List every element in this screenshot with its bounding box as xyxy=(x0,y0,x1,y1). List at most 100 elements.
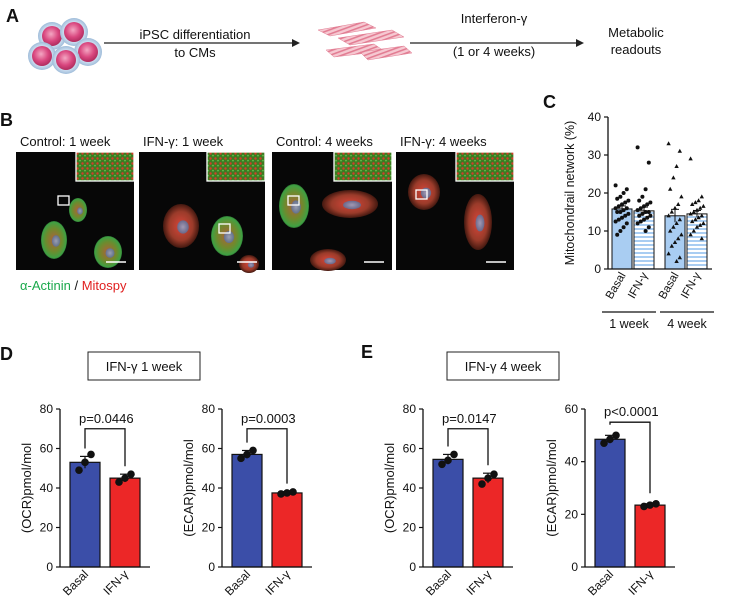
data-point xyxy=(674,259,679,263)
chart-e-ocr: 0 20 40 60 80 (OCR)pmol/mol Basal IFN-γ p=0.0147 xyxy=(382,402,513,598)
step1-label-line2: to CMs xyxy=(174,45,216,60)
data-point xyxy=(666,251,671,256)
data-point xyxy=(668,228,673,233)
significance-bracket xyxy=(246,428,288,484)
data-point xyxy=(693,200,698,205)
title-box-e xyxy=(446,351,560,381)
x-tick-label: Basal xyxy=(222,567,253,598)
x-tick-label: IFN-γ xyxy=(626,270,651,301)
data-point xyxy=(616,217,621,222)
data-point xyxy=(624,206,629,211)
data-point xyxy=(688,211,693,216)
y-tick-label: 20 xyxy=(565,507,579,521)
data-point xyxy=(690,219,695,224)
data-point xyxy=(701,221,706,225)
x-tick-label: IFN-γ xyxy=(100,567,131,598)
data-point xyxy=(621,208,626,213)
data-point xyxy=(666,141,671,146)
data-point xyxy=(669,243,674,248)
bar-ifn xyxy=(634,504,666,568)
cardiomyocytes-illustration xyxy=(317,21,413,61)
data-point xyxy=(637,213,642,218)
data-point xyxy=(640,211,645,216)
data-point xyxy=(237,454,245,463)
data-point xyxy=(679,232,684,237)
data-point xyxy=(694,224,700,229)
step2-label-line1: Interferon-γ xyxy=(461,11,528,26)
data-point xyxy=(249,446,257,455)
roi-box xyxy=(218,223,231,234)
significance-bracket xyxy=(609,421,651,494)
data-point xyxy=(618,229,623,233)
p-value: p=0.0446 xyxy=(79,411,134,426)
chart-e-ecar: 0 20 40 60 (ECAR)pmol/mol Basal IFN-γ p<0.0001 xyxy=(544,402,675,598)
micrograph-4 xyxy=(396,151,515,270)
data-point xyxy=(478,480,486,488)
chart-d-ocr: 0 20 40 60 80 (OCR)pmol/mol Basal IFN-γ p=0.0446 xyxy=(19,402,150,598)
data-point xyxy=(626,198,631,203)
roi-box xyxy=(57,195,70,206)
x-tick-label: Basal xyxy=(604,271,629,302)
data-point xyxy=(289,488,297,496)
bar-basal xyxy=(231,453,263,568)
data-point xyxy=(677,217,682,222)
data-point xyxy=(615,232,620,237)
data-point xyxy=(620,215,624,220)
micrograph-2 xyxy=(139,151,266,273)
data-point xyxy=(690,202,695,206)
data-point xyxy=(613,219,618,224)
data-point xyxy=(691,228,696,233)
y-tick-label: 40 xyxy=(565,455,579,469)
data-point xyxy=(115,478,123,486)
data-point xyxy=(643,229,648,233)
bar-ifn xyxy=(472,477,504,568)
data-point xyxy=(618,210,623,214)
y-tick-label: 10 xyxy=(588,224,602,238)
data-point xyxy=(642,217,646,222)
y-axis-label: (OCR)pmol/mol xyxy=(19,443,34,533)
bar-ifn xyxy=(109,477,141,568)
data-point xyxy=(613,183,618,188)
panel-label-e: E xyxy=(361,342,373,362)
data-point xyxy=(75,466,83,475)
data-point xyxy=(668,186,673,191)
bar-basal xyxy=(432,458,464,568)
data-point xyxy=(646,160,651,165)
data-point xyxy=(626,211,631,216)
y-tick-label: 60 xyxy=(40,442,54,456)
legend-red-label: Mitospy xyxy=(82,278,127,293)
data-point xyxy=(648,200,653,205)
panel-label-d: D xyxy=(0,344,13,364)
legend-separator: / xyxy=(71,278,82,293)
data-point xyxy=(646,225,651,230)
data-point xyxy=(621,225,626,230)
data-point xyxy=(676,236,681,241)
data-point xyxy=(676,202,681,206)
y-tick-label: 40 xyxy=(588,110,602,124)
data-point xyxy=(672,205,678,210)
title-e: IFN-γ 4 week xyxy=(465,359,542,374)
data-point xyxy=(621,191,626,195)
cell-nucleus xyxy=(177,220,189,234)
data-point xyxy=(693,217,698,222)
y-tick-label: 20 xyxy=(40,521,54,535)
data-point xyxy=(613,206,618,211)
data-point xyxy=(490,470,498,478)
zoom-inset xyxy=(206,151,266,182)
y-tick-label: 30 xyxy=(588,148,602,162)
group-label: 1 week xyxy=(609,317,649,331)
micrograph-3 xyxy=(272,151,393,271)
y-tick-label: 20 xyxy=(588,186,602,200)
step3-label-line2: readouts xyxy=(611,42,662,57)
cell-nucleus xyxy=(420,187,432,199)
data-point xyxy=(606,435,614,444)
data-point xyxy=(277,490,285,498)
data-point xyxy=(635,221,640,226)
roi-box xyxy=(287,195,300,206)
y-tick-label: 40 xyxy=(40,481,54,495)
y-tick-label: 80 xyxy=(403,402,417,416)
y-tick-label: 0 xyxy=(594,262,601,276)
title-d: IFN-γ 1 week xyxy=(106,359,183,374)
micrograph-panels: Control: 1 week IFN-γ: 1 week Control: 4 w… xyxy=(16,134,515,273)
